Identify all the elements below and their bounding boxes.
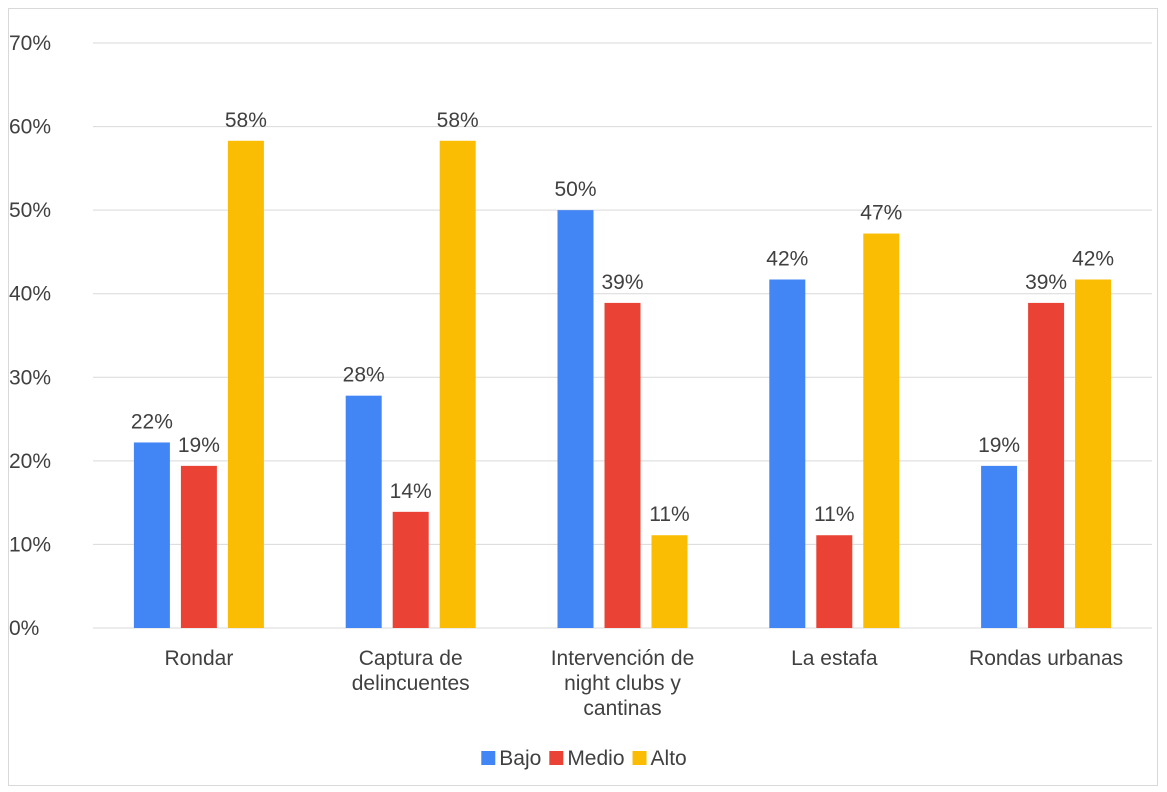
- legend-label-medio: Medio: [567, 747, 624, 770]
- bar-alto: [439, 140, 476, 628]
- bar-chart: 0%10%20%30%40%50%60%70% 22%19%58%28%14%5…: [9, 32, 1152, 770]
- chart-frame: 0% 10% 20% 30% 40% 50% 60% 70% 22% 19% 58% 28% 14% 5…: [8, 8, 1158, 786]
- bar-medio: [1028, 302, 1065, 628]
- category-label-line: delincuentes: [352, 672, 470, 695]
- y-tick-label: 0%: [9, 617, 39, 640]
- category-label: Intervención de night clubs y cantinas: [551, 647, 695, 720]
- category-label: Captura de delincuentes: [352, 647, 470, 695]
- category-label-line: night clubs y: [564, 672, 681, 695]
- legend-swatch-bajo: [481, 751, 496, 765]
- y-axis-ticks: 0% 10% 20% 30% 40% 50% 60% 70%: [9, 32, 51, 640]
- category-label: Rondar: [164, 647, 233, 670]
- bar-bajo: [769, 279, 806, 628]
- bars: [133, 140, 1112, 629]
- bar-medio: [604, 302, 641, 628]
- category-label-line: La estafa: [791, 647, 878, 670]
- bar-bajo: [557, 210, 594, 628]
- bar-bajo: [981, 465, 1018, 628]
- legend-label-bajo: Bajo: [499, 747, 541, 770]
- data-label: 39%: [1025, 271, 1067, 294]
- y-tick-label: 60%: [9, 116, 51, 139]
- category-label-line: Rondar: [164, 647, 233, 670]
- data-label: 22%: [131, 410, 173, 433]
- category-label-line: Intervención de: [551, 647, 695, 670]
- y-tick-label: 10%: [9, 533, 51, 556]
- bar-alto: [1075, 279, 1112, 628]
- y-tick-label: 70%: [9, 32, 51, 55]
- category-label-line: Captura de: [359, 647, 463, 670]
- y-tick-label: 30%: [9, 366, 51, 389]
- category-label: Rondas urbanas: [969, 647, 1123, 670]
- bar-bajo: [345, 395, 382, 628]
- bar-alto: [651, 535, 688, 628]
- x-axis-categories: Rondar Captura de delincuentes Intervención…: [164, 647, 1123, 720]
- data-label: 28%: [343, 364, 385, 387]
- data-label: 58%: [225, 109, 267, 132]
- legend-swatch-medio: [549, 751, 564, 765]
- y-tick-label: 40%: [9, 283, 51, 306]
- bar-alto: [227, 140, 264, 628]
- data-label: 42%: [766, 248, 808, 271]
- bar-alto: [863, 233, 900, 629]
- bar-medio: [392, 511, 429, 628]
- bar-medio: [180, 465, 217, 628]
- legend: Bajo Medio Alto: [481, 747, 687, 770]
- data-label: 19%: [978, 434, 1020, 457]
- category-label-line: cantinas: [583, 697, 661, 720]
- legend-swatch-alto: [632, 751, 647, 765]
- bar-bajo: [133, 442, 170, 628]
- legend-label-alto: Alto: [651, 747, 687, 770]
- category-label: La estafa: [791, 647, 878, 670]
- y-tick-label: 20%: [9, 450, 51, 473]
- category-label-line: Rondas urbanas: [969, 647, 1123, 670]
- data-label: 19%: [178, 434, 220, 457]
- data-label: 47%: [860, 202, 902, 225]
- data-label: 50%: [554, 178, 596, 201]
- data-label: 58%: [437, 109, 479, 132]
- data-label: 11%: [814, 503, 854, 526]
- y-tick-label: 50%: [9, 199, 51, 222]
- data-label: 39%: [601, 271, 643, 294]
- data-label: 11%: [649, 503, 689, 526]
- bar-medio: [816, 535, 853, 628]
- data-label: 42%: [1072, 248, 1114, 271]
- data-labels: 22%19%58%28%14%58%50%39%11%42%11%47%19%3…: [131, 109, 1114, 526]
- data-label: 14%: [390, 480, 432, 503]
